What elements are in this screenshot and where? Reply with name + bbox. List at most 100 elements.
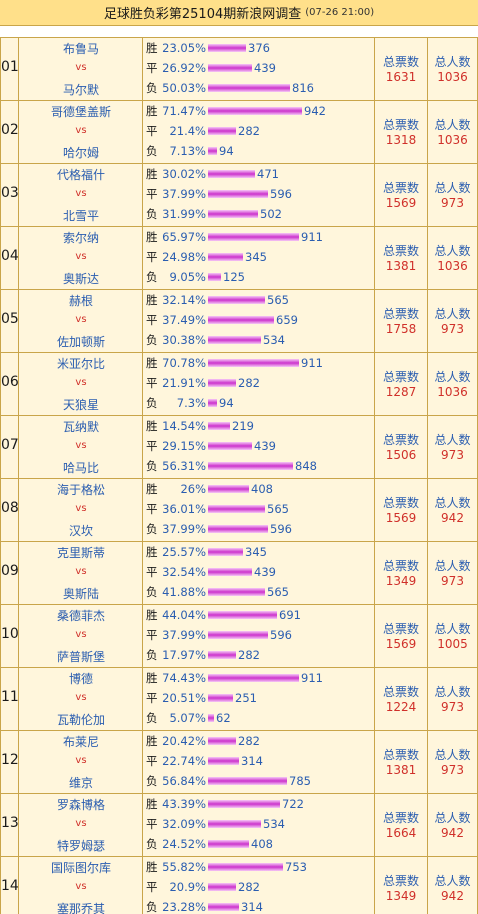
- home-team[interactable]: 布鲁马: [62, 42, 99, 56]
- vote-bars-cell: 胜 14.54% 219 平 29.15% 439 负 56.31% 848: [142, 416, 374, 478]
- away-team[interactable]: 奥斯达: [62, 272, 99, 286]
- match-number: 14: [1, 878, 19, 894]
- win-bar: [208, 359, 299, 367]
- draw-line: 平 37.99% 596: [146, 627, 292, 643]
- draw-label: 平: [146, 250, 158, 264]
- total-people-label: 总人数: [434, 181, 471, 195]
- total-people-cell: 总人数 973: [427, 416, 478, 478]
- away-team[interactable]: 哈马比: [62, 461, 99, 475]
- away-team[interactable]: 北雪平: [62, 209, 99, 223]
- away-team[interactable]: 塞那乔其: [56, 902, 105, 914]
- loss-bar: [208, 84, 290, 92]
- loss-line: 负 56.31% 848: [146, 458, 317, 474]
- total-votes-cell: 总票数 1349: [374, 542, 427, 604]
- match-number-cell: 04: [0, 227, 19, 289]
- away-team[interactable]: 特罗姆瑟: [56, 839, 105, 853]
- home-team[interactable]: 哥德堡盖斯: [50, 105, 111, 119]
- draw-label: 平: [146, 628, 158, 642]
- total-votes-cell: 总票数 1758: [374, 290, 427, 352]
- home-team[interactable]: 罗森博格: [56, 798, 105, 812]
- total-people-cell: 总人数 973: [427, 290, 478, 352]
- vs-label: vs: [75, 440, 87, 451]
- match-row: 05 赫根 vs 佐加顿斯 胜 32.14% 565 平 37.49% 659 …: [0, 289, 478, 352]
- total-votes-cell: 总票数 1381: [374, 227, 427, 289]
- teams-cell: 桑德菲杰 vs 萨普斯堡: [18, 605, 142, 667]
- match-number-cell: 08: [0, 479, 19, 541]
- away-team[interactable]: 汉坎: [68, 524, 93, 538]
- total-votes-value: 1349: [385, 574, 417, 588]
- match-table: 01 布鲁马 vs 马尔默 胜 23.05% 376 平 26.92% 439 …: [0, 37, 478, 914]
- home-team[interactable]: 海于格松: [56, 483, 105, 497]
- total-people-cell: 总人数 942: [427, 479, 478, 541]
- total-people-cell: 总人数 942: [427, 857, 478, 914]
- win-percent: 25.57%: [162, 545, 206, 559]
- total-votes-label: 总票数: [382, 118, 419, 132]
- draw-label: 平: [146, 817, 158, 831]
- away-team[interactable]: 奥斯陆: [62, 587, 99, 601]
- away-team[interactable]: 瓦勒伦加: [56, 713, 105, 727]
- total-votes-label: 总票数: [382, 370, 419, 384]
- draw-count: 596: [270, 628, 292, 642]
- win-label: 胜: [146, 608, 158, 622]
- total-people-value: 973: [441, 448, 464, 462]
- win-bar: [208, 611, 277, 619]
- win-count: 282: [238, 734, 260, 748]
- loss-label: 负: [146, 774, 158, 788]
- draw-count: 251: [235, 691, 257, 705]
- loss-label: 负: [146, 585, 158, 599]
- draw-label: 平: [146, 187, 158, 201]
- draw-count: 596: [270, 187, 292, 201]
- draw-bar: [208, 190, 268, 198]
- loss-percent: 7.3%: [176, 396, 206, 410]
- vs-label: vs: [75, 881, 87, 892]
- draw-bar: [208, 694, 233, 702]
- away-team[interactable]: 维京: [68, 776, 93, 790]
- home-team[interactable]: 瓦纳默: [62, 420, 99, 434]
- vs-label: vs: [75, 629, 87, 640]
- home-team[interactable]: 博德: [68, 672, 93, 686]
- away-team[interactable]: 马尔默: [62, 83, 99, 97]
- win-label: 胜: [146, 734, 158, 748]
- teams-cell: 布莱尼 vs 维京: [18, 731, 142, 793]
- total-people-label: 总人数: [434, 685, 471, 699]
- total-votes-value: 1506: [385, 448, 417, 462]
- vote-bars-cell: 胜 44.04% 691 平 37.99% 596 负 17.97% 282: [142, 605, 374, 667]
- home-team[interactable]: 国际图尔库: [50, 861, 111, 875]
- win-count: 408: [251, 482, 273, 496]
- total-votes-value: 1569: [385, 196, 417, 210]
- loss-label: 负: [146, 648, 158, 662]
- home-team[interactable]: 索尔纳: [62, 231, 99, 245]
- draw-bar: [208, 631, 268, 639]
- home-team[interactable]: 赫根: [68, 294, 93, 308]
- win-label: 胜: [146, 545, 158, 559]
- loss-bar: [208, 336, 261, 344]
- match-number: 11: [1, 689, 19, 705]
- home-team[interactable]: 代格福什: [56, 168, 105, 182]
- home-team[interactable]: 克里斯蒂: [56, 546, 105, 560]
- loss-count: 502: [260, 207, 282, 221]
- away-team[interactable]: 萨普斯堡: [56, 650, 105, 664]
- home-team[interactable]: 桑德菲杰: [56, 609, 105, 623]
- total-votes-value: 1569: [385, 637, 417, 651]
- total-votes-value: 1318: [385, 133, 417, 147]
- home-team[interactable]: 布莱尼: [62, 735, 99, 749]
- win-label: 胜: [146, 356, 158, 370]
- match-row: 10 桑德菲杰 vs 萨普斯堡 胜 44.04% 691 平 37.99% 59…: [0, 604, 478, 667]
- away-team[interactable]: 天狼星: [62, 398, 99, 412]
- loss-line: 负 41.88% 565: [146, 584, 289, 600]
- draw-count: 534: [263, 817, 285, 831]
- total-votes-value: 1224: [385, 700, 417, 714]
- survey-title: 足球胜负彩第25104期新浪网调查: [103, 7, 302, 22]
- total-people-value: 1036: [437, 259, 468, 273]
- away-team[interactable]: 佐加顿斯: [56, 335, 105, 349]
- total-people-value: 942: [441, 889, 464, 903]
- home-team[interactable]: 米亚尔比: [56, 357, 105, 371]
- win-bar: [208, 233, 299, 241]
- total-votes-label: 总票数: [382, 748, 419, 762]
- vs-label: vs: [75, 314, 87, 325]
- total-votes-label: 总票数: [382, 181, 419, 195]
- away-team[interactable]: 哈尔姆: [62, 146, 99, 160]
- loss-count: 282: [238, 648, 260, 662]
- draw-line: 平 36.01% 565: [146, 501, 289, 517]
- win-label: 胜: [146, 293, 158, 307]
